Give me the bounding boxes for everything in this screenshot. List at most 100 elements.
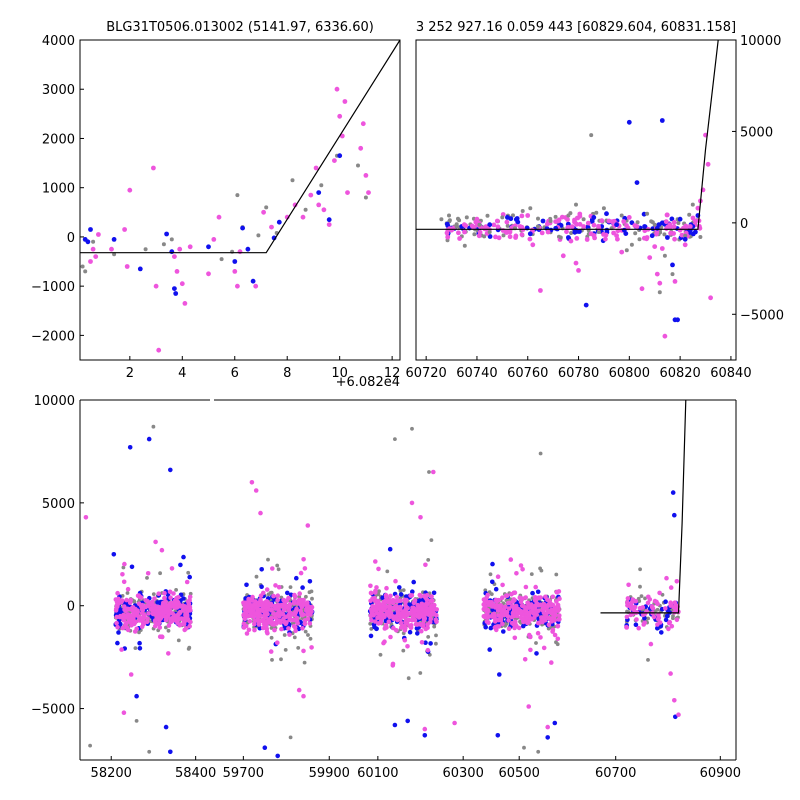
data-point-magenta	[493, 605, 498, 610]
data-point-magenta	[420, 607, 425, 612]
data-point-magenta	[413, 622, 419, 627]
data-point-magenta	[626, 582, 631, 588]
data-point-magenta	[187, 244, 193, 250]
data-point-magenta	[676, 712, 681, 717]
data-point-magenta	[175, 612, 181, 618]
data-point-magenta	[183, 615, 189, 620]
data-point-magenta	[486, 620, 491, 625]
data-point-blue	[326, 217, 332, 223]
data-point-magenta	[93, 254, 99, 259]
data-point-blue	[642, 224, 647, 229]
data-point-magenta	[550, 602, 556, 608]
data-point-magenta	[626, 215, 632, 220]
data-point-magenta	[572, 219, 577, 225]
data-point-magenta	[576, 268, 581, 273]
data-point-magenta	[187, 594, 193, 600]
data-point-magenta	[549, 610, 554, 616]
data-point-blue	[513, 217, 519, 222]
data-point-magenta	[270, 566, 275, 571]
data-point-magenta	[560, 253, 566, 259]
data-point-gray	[143, 247, 148, 252]
data-point-magenta	[431, 469, 436, 475]
data-point-magenta	[645, 600, 651, 606]
data-point-magenta	[142, 613, 147, 618]
data-point-gray	[522, 745, 526, 750]
data-point-magenta	[171, 591, 176, 596]
data-point-magenta	[477, 229, 483, 235]
data-point-gray	[554, 572, 559, 577]
data-point-magenta	[419, 622, 425, 628]
data-point-magenta	[300, 626, 305, 631]
data-point-magenta	[263, 624, 269, 629]
data-point-magenta	[629, 606, 634, 611]
data-point-magenta	[113, 606, 119, 612]
data-point-magenta	[278, 620, 283, 625]
data-point-magenta	[178, 622, 183, 628]
data-point-blue	[294, 575, 299, 581]
data-point-magenta	[305, 616, 311, 622]
data-point-magenta	[403, 599, 408, 605]
data-point-gray	[447, 213, 451, 218]
data-point-magenta	[276, 584, 282, 590]
data-point-magenta	[409, 617, 415, 623]
data-point-gray	[235, 193, 240, 198]
data-point-blue	[487, 234, 493, 239]
data-point-magenta	[305, 523, 311, 528]
data-point-blue	[483, 624, 489, 630]
data-point-magenta	[500, 607, 506, 613]
top-left-frame	[79, 39, 401, 361]
x-tick-label: 12	[384, 366, 401, 381]
data-point-magenta	[133, 606, 138, 612]
data-point-magenta	[495, 574, 501, 579]
data-point-magenta	[211, 237, 217, 242]
data-point-blue	[423, 640, 428, 645]
data-point-magenta	[556, 605, 561, 611]
data-point-magenta	[146, 599, 151, 605]
data-point-magenta	[125, 627, 131, 633]
data-point-magenta	[166, 612, 171, 617]
data-point-blue	[173, 291, 179, 296]
data-point-magenta	[501, 612, 507, 618]
data-point-magenta	[546, 622, 552, 628]
x-tick-label: 2	[126, 366, 134, 381]
data-point-magenta	[511, 590, 517, 596]
data-point-magenta	[577, 211, 583, 217]
data-point-magenta	[523, 608, 529, 613]
data-point-magenta	[151, 165, 156, 171]
data-point-magenta	[277, 613, 282, 619]
data-point-magenta	[182, 627, 187, 633]
data-point-magenta	[280, 602, 286, 608]
y-tick-label: −1000	[31, 280, 75, 295]
data-point-magenta	[514, 613, 520, 619]
data-point-magenta	[606, 218, 612, 224]
data-point-gray	[121, 565, 126, 570]
data-point-magenta	[666, 620, 672, 626]
top-left-plot-area	[80, 39, 401, 353]
data-point-magenta	[655, 622, 660, 627]
data-point-magenta	[603, 236, 608, 242]
data-point-gray	[302, 660, 307, 665]
data-point-magenta	[404, 610, 409, 615]
data-point-magenta	[242, 607, 248, 612]
data-point-blue	[591, 215, 597, 220]
data-point-magenta	[247, 619, 253, 624]
data-point-magenta	[484, 225, 490, 231]
data-point-magenta	[386, 619, 392, 624]
data-point-magenta	[141, 620, 147, 626]
data-point-magenta	[273, 615, 278, 620]
y-tick-label: 2000	[42, 132, 75, 147]
data-point-gray	[290, 178, 295, 183]
data-point-magenta	[114, 614, 120, 620]
data-point-magenta	[419, 640, 425, 645]
data-point-magenta	[402, 637, 408, 643]
data-point-magenta	[258, 510, 263, 516]
data-point-magenta	[168, 616, 173, 621]
data-point-magenta	[387, 604, 393, 610]
data-point-magenta	[366, 190, 371, 196]
data-point-blue	[285, 590, 290, 596]
data-point-magenta	[187, 619, 193, 625]
data-point-magenta	[286, 612, 292, 618]
bottom-axes: 58200 58400 59700 59900 60100 60300 60500 60700…	[31, 394, 741, 781]
data-point-magenta	[308, 192, 314, 198]
data-point-gray	[643, 596, 647, 601]
